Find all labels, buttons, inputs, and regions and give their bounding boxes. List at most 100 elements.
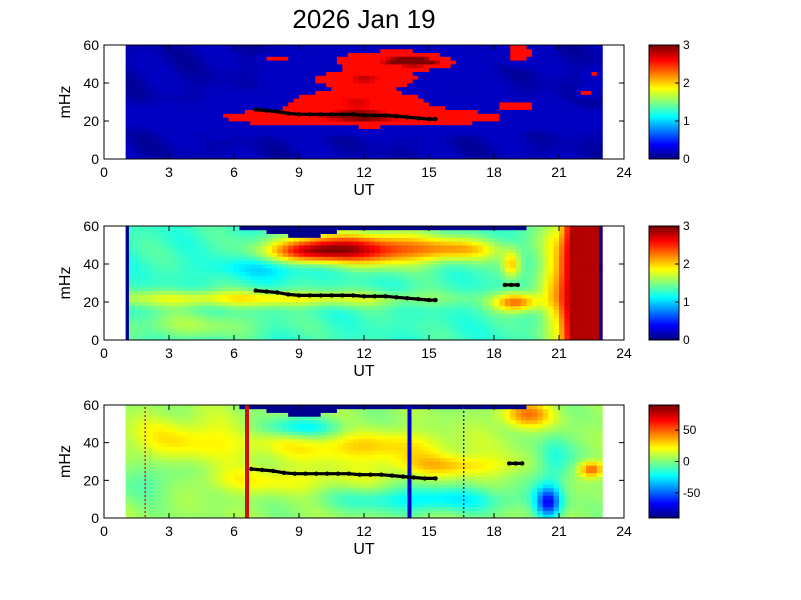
heatmap-cell [391, 121, 397, 126]
heatmap-cell [147, 309, 154, 314]
heatmap-cell [152, 83, 159, 88]
heatmap-cell [494, 302, 500, 307]
heatmap-cell [217, 237, 224, 242]
y-axis-label: mHz [57, 86, 74, 119]
heatmap-cell [342, 121, 349, 126]
heatmap-cell [217, 283, 224, 288]
heatmap-cell [358, 105, 365, 110]
heatmap-cell [434, 128, 441, 133]
heatmap-cell [201, 332, 208, 337]
heatmap-cell [228, 155, 235, 160]
heatmap-cell [174, 136, 181, 141]
heatmap-cell [136, 275, 143, 280]
heatmap-cell [217, 98, 224, 103]
heatmap-cell [396, 86, 403, 91]
heatmap-cell [244, 260, 251, 265]
heatmap-cell [136, 155, 143, 160]
heatmap-cell [412, 226, 419, 231]
heatmap-cell [217, 332, 224, 337]
heatmap-cell [521, 321, 527, 326]
heatmap-cell [418, 90, 424, 95]
heatmap-cell [293, 132, 300, 137]
heatmap-cell [407, 267, 414, 272]
heatmap-cell [185, 332, 192, 337]
heatmap-cell [369, 321, 376, 326]
heatmap-cell [201, 302, 208, 307]
heatmap-cell [201, 71, 208, 76]
heatmap-cell [504, 328, 511, 333]
heatmap-cell [396, 267, 403, 272]
heatmap-cell [125, 90, 132, 95]
heatmap-cell [391, 124, 397, 129]
heatmap-cell [326, 56, 332, 61]
heatmap-cell [407, 113, 414, 118]
heatmap-cell [250, 121, 257, 126]
heatmap-cell [309, 48, 316, 53]
heatmap-cell [206, 233, 213, 238]
heatmap-cell [499, 229, 506, 234]
heatmap-cell [472, 71, 479, 76]
heatmap-cell [353, 264, 359, 269]
heatmap-cell [591, 45, 598, 50]
heatmap-cell [244, 294, 251, 299]
heatmap-cell [304, 324, 311, 329]
heatmap-cell [185, 286, 192, 291]
heatmap-cell [488, 321, 495, 326]
heatmap-cell [147, 60, 154, 65]
heatmap-cell [234, 94, 240, 99]
heatmap-cell [564, 79, 571, 84]
heatmap-cell [499, 117, 506, 122]
heatmap-cell [190, 86, 197, 91]
heatmap-cell [461, 283, 468, 288]
heatmap-cell [364, 121, 370, 126]
heatmap-cell [141, 252, 148, 257]
heatmap-cell [326, 298, 332, 303]
heatmap-cell [206, 298, 213, 303]
heatmap-cell [358, 79, 365, 84]
heatmap-cell [326, 248, 332, 253]
heatmap-cell [396, 324, 403, 329]
heatmap-cell [342, 109, 349, 114]
heatmap-cell [190, 286, 197, 291]
heatmap-cell [396, 67, 403, 72]
heatmap-cell [277, 52, 284, 57]
heatmap-cell [141, 305, 148, 310]
heatmap-cell [261, 147, 267, 152]
heatmap-cell [336, 60, 343, 65]
heatmap-cell [521, 305, 527, 310]
heatmap-cell [477, 245, 484, 250]
heatmap-cell [429, 305, 435, 310]
heatmap-cell [309, 56, 316, 61]
heatmap-cell [401, 298, 408, 303]
heatmap-cell [494, 332, 500, 337]
heatmap-cell [391, 245, 397, 250]
heatmap-cell [147, 298, 154, 303]
heatmap-cell [309, 94, 316, 99]
heatmap-cell [217, 67, 224, 72]
heatmap-cell [228, 275, 235, 280]
heatmap-cell [369, 305, 376, 310]
heatmap-cell [185, 229, 192, 234]
heatmap-cell [559, 64, 565, 69]
heatmap-cell [309, 128, 316, 133]
heatmap-cell [456, 226, 462, 231]
heatmap-cell [239, 245, 246, 250]
heatmap-cell [456, 64, 462, 69]
heatmap-cell [331, 155, 338, 160]
heatmap-cell [277, 324, 284, 329]
heatmap-cell [466, 305, 473, 310]
heatmap-cell [364, 321, 370, 326]
heatmap-cell [575, 45, 582, 50]
heatmap-cell [282, 102, 289, 107]
heatmap-cell [196, 264, 202, 269]
heatmap-cell [450, 233, 457, 238]
heatmap-cell [358, 102, 365, 107]
heatmap-cell [277, 121, 284, 126]
heatmap-cell [504, 83, 511, 88]
heatmap-cell [418, 140, 424, 145]
heatmap-cell [537, 67, 544, 72]
heatmap-cell [174, 332, 181, 337]
heatmap-cell [288, 279, 294, 284]
heatmap-cell [131, 313, 137, 318]
heatmap-cell [277, 102, 284, 107]
